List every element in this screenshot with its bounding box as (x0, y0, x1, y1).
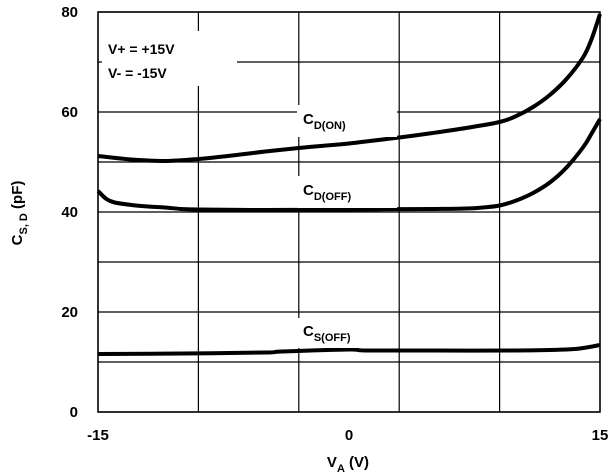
series-label-d-off: CD(OFF) (303, 182, 351, 203)
series-label-bg-doff (297, 176, 397, 208)
series-label-d-off-sub: D(OFF) (314, 191, 352, 203)
y-axis-label-main: C (9, 234, 26, 245)
series-label-d-on-main: C (303, 111, 314, 128)
series-label-bg-don (297, 105, 397, 137)
x-axis-label-sub: A (337, 463, 345, 475)
series-line-s-off (97, 343, 601, 356)
y-axis-label: CS, D (pF) (9, 181, 30, 246)
y-tick-label: 40 (61, 204, 78, 221)
series-line-d-on (97, 13, 602, 164)
x-axis-label: VA (V) (327, 454, 369, 475)
y-axis-label-sub: S, D (18, 213, 30, 234)
y-axis-label-suffix: (pF) (9, 181, 26, 213)
plot-frame (97, 11, 601, 413)
conditions-box (102, 31, 237, 86)
x-tick-label: -15 (87, 427, 109, 444)
condition-vminus: V- = -15V (108, 65, 167, 81)
grid (97, 11, 601, 413)
series-label-bg-soff (297, 318, 397, 348)
series-label-s-off-main: C (303, 323, 314, 340)
x-tick-label: 15 (592, 427, 609, 444)
tick-labels: -15 0 15 0 20 40 60 80 (61, 4, 608, 444)
y-tick-label: 60 (61, 104, 78, 121)
series-label-d-on-sub: D(ON) (314, 120, 346, 132)
condition-vplus: V+ = +15V (108, 41, 175, 57)
series-label-s-off-sub: S(OFF) (314, 332, 351, 344)
x-axis-label-main: V (327, 454, 337, 471)
y-tick-label: 80 (61, 4, 78, 21)
x-tick-label: 0 (345, 427, 353, 444)
series-label-d-off-main: C (303, 182, 314, 199)
series-group (96, 13, 602, 356)
y-tick-label: 0 (70, 404, 78, 421)
series-label-d-on: CD(ON) (303, 111, 346, 132)
series-label-s-off: CS(OFF) (303, 323, 351, 344)
series-line-d-off (96, 117, 602, 212)
y-tick-label: 20 (61, 304, 78, 321)
x-axis-label-suffix: (V) (345, 454, 369, 471)
